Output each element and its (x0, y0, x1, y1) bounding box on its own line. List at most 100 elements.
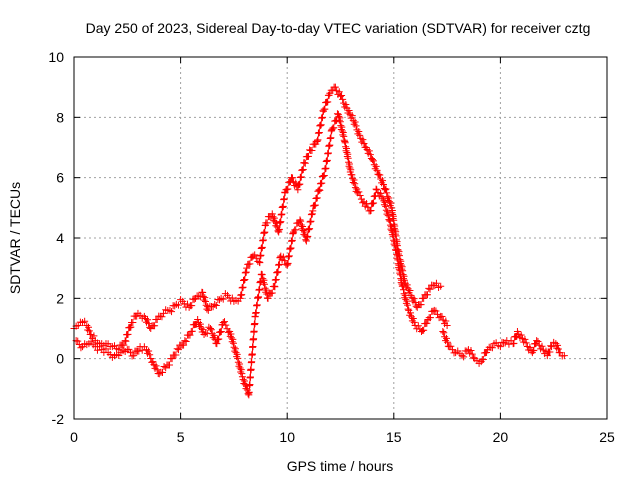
data-point (384, 208, 392, 216)
data-point (160, 363, 168, 371)
data-point (207, 326, 215, 334)
data-point (297, 173, 305, 181)
data-point (351, 118, 359, 126)
x-tick-label: 0 (70, 429, 78, 445)
data-point (236, 364, 244, 372)
data-point (184, 300, 192, 308)
data-point (251, 319, 259, 327)
data-point (155, 370, 163, 378)
data-point (260, 276, 268, 284)
data-point (526, 343, 534, 351)
data-point (90, 332, 98, 340)
x-tick-label: 20 (493, 429, 509, 445)
data-point (259, 275, 267, 283)
data-point (379, 177, 387, 185)
data-point (275, 260, 283, 268)
data-point (127, 323, 135, 331)
data-point (339, 95, 347, 103)
data-point (77, 344, 85, 352)
data-point (211, 300, 219, 308)
data-point (403, 297, 411, 305)
data-point (554, 345, 562, 353)
data-point (85, 327, 93, 335)
data-point (359, 136, 367, 144)
data-point (345, 107, 353, 115)
data-point (328, 125, 336, 133)
data-point (199, 292, 207, 300)
data-point (309, 207, 317, 215)
data-point (383, 189, 391, 197)
data-point (153, 366, 161, 374)
data-point (272, 275, 280, 283)
data-point (199, 289, 207, 297)
data-point (259, 236, 267, 244)
data-point (186, 331, 194, 339)
data-point (284, 185, 292, 193)
data-point (430, 306, 438, 314)
data-point (376, 171, 384, 179)
data-point (168, 355, 176, 363)
data-point (126, 349, 134, 357)
data-point (268, 210, 276, 218)
data-point (382, 206, 390, 214)
y-tick-label: 0 (56, 351, 64, 367)
data-point (384, 212, 392, 220)
data-point (280, 195, 288, 203)
data-point (201, 297, 209, 305)
data-point (210, 331, 218, 339)
data-point (377, 189, 385, 197)
data-point (229, 339, 237, 347)
data-point (448, 346, 456, 354)
data-point (538, 342, 546, 350)
data-point (300, 159, 308, 167)
data-point (262, 286, 270, 294)
data-point (213, 340, 221, 348)
data-point (271, 283, 279, 291)
data-point (81, 317, 89, 325)
data-point (402, 295, 410, 303)
data-point (238, 370, 246, 378)
data-point (315, 186, 323, 194)
data-point (560, 352, 568, 360)
data-point (158, 313, 166, 321)
data-point (331, 83, 339, 91)
data-point (252, 254, 260, 262)
data-point (188, 302, 196, 310)
data-point (409, 314, 417, 322)
data-point (353, 126, 361, 134)
data-point (521, 335, 529, 343)
data-point (251, 251, 259, 259)
data-point (297, 217, 305, 225)
data-point (253, 301, 261, 309)
data-point (269, 213, 277, 221)
x-axis-label: GPS time / hours (287, 458, 394, 474)
data-point (261, 280, 269, 288)
data-point (548, 343, 556, 351)
data-point (426, 285, 434, 293)
data-point (423, 291, 431, 299)
data-point (326, 89, 334, 97)
data-point (299, 226, 307, 234)
data-point (236, 360, 244, 368)
data-point (356, 131, 364, 139)
data-point (234, 354, 242, 362)
data-point (460, 353, 468, 361)
data-point (83, 321, 91, 329)
data-point (442, 317, 450, 325)
data-point (327, 134, 335, 142)
data-point (437, 282, 445, 290)
data-point (261, 284, 269, 292)
y-tick-label: 8 (56, 109, 64, 125)
data-point (435, 314, 443, 322)
data-point (350, 176, 358, 184)
data-point (255, 293, 263, 301)
data-point (321, 105, 329, 113)
data-point (285, 252, 293, 260)
data-point (252, 308, 260, 316)
data-point (181, 337, 189, 345)
data-point (300, 228, 308, 236)
data-point (420, 326, 428, 334)
data-point (533, 337, 541, 345)
y-tick-label: 10 (48, 49, 64, 65)
